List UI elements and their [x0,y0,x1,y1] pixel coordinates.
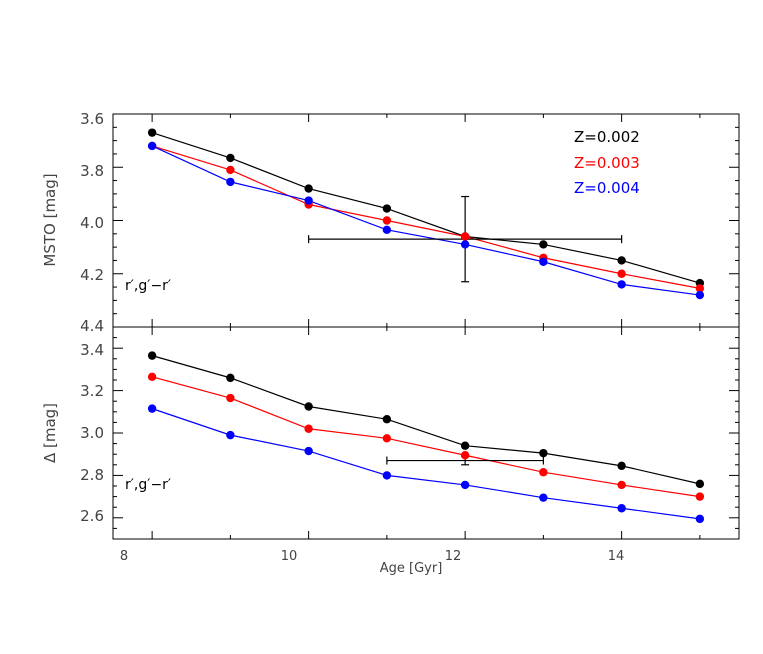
bottom-y-tick-label: 3.4 [80,341,104,359]
data-point [539,493,548,502]
data-point [695,514,705,524]
top-y-tick-label: 3.8 [80,162,104,180]
legend-entry-z0002: Z=0.002 [574,128,640,146]
data-point [617,480,626,490]
x-tick-label: 8 [120,549,128,564]
data-point [382,216,392,225]
bottom-y-axis-title: Δ [mag] [41,403,59,463]
data-point [304,196,313,205]
top-y-tick-label: 4.0 [80,214,104,232]
bottom-y-tick-label: 2.6 [80,507,104,525]
top-y-axis-title: MSTO [mag] [41,173,59,266]
data-point [304,446,313,456]
data-point [226,430,235,440]
data-point [226,153,235,163]
series-line-z-0-002 [151,132,701,284]
data-point [147,372,157,382]
data-point [147,128,157,137]
data-point [460,232,470,241]
x-axis-title: Age [Gyr] [380,561,443,576]
data-point [226,373,235,383]
data-point [304,424,313,433]
data-point [695,492,705,501]
axis-ticks [113,113,739,540]
data-point [539,240,548,249]
data-point [382,415,392,424]
data-point [147,141,157,151]
data-point [695,290,705,300]
data-point [226,177,235,187]
data-point [382,225,392,235]
data-point [539,468,548,477]
data-point [460,441,470,450]
data-point [304,184,313,193]
data-point [539,448,548,458]
series-line-z-0-003 [151,376,700,498]
top-y-tick-label: 3.6 [80,110,104,128]
data-point [617,280,626,289]
x-tick-label: 12 [445,549,462,564]
x-tick-label: 14 [608,549,625,564]
data-point [304,402,313,411]
bottom-y-tick-label: 2.8 [80,466,104,484]
bottom-panel-annotation: r′,g′−r′ [125,477,171,493]
data-point [695,479,705,489]
data-point [382,471,392,480]
top-panel-annotation: r′,g′−r′ [125,278,171,294]
data-point [226,165,235,175]
series-line-z-0-004 [151,408,700,520]
legend-entry-z0004: Z=0.004 [574,179,640,197]
data-point [539,257,548,266]
data-point [617,256,626,265]
data-point [460,480,470,490]
series-lines [151,132,701,520]
data-point [382,434,392,443]
data-point [695,284,705,293]
top-y-tick-label: 4.4 [80,317,104,335]
data-point [147,404,157,413]
data-point [460,451,470,460]
series-points [147,128,705,524]
data-point [147,351,157,360]
data-point [460,240,470,249]
series-line-z-0-004 [151,145,700,296]
legend-entry-z0003: Z=0.003 [574,154,640,172]
top-panel-frame [112,113,740,328]
data-point [617,504,626,513]
series-line-z-0-002 [151,355,701,485]
bottom-y-tick-label: 3.2 [80,382,104,400]
top-y-tick-label: 4.2 [80,266,104,284]
bottom-y-tick-label: 3.0 [80,424,104,442]
data-point [617,461,626,471]
data-point [226,393,235,403]
data-point [617,269,626,278]
series-line-z-0-003 [151,145,700,289]
data-point [382,204,392,213]
x-tick-label: 10 [281,549,298,564]
